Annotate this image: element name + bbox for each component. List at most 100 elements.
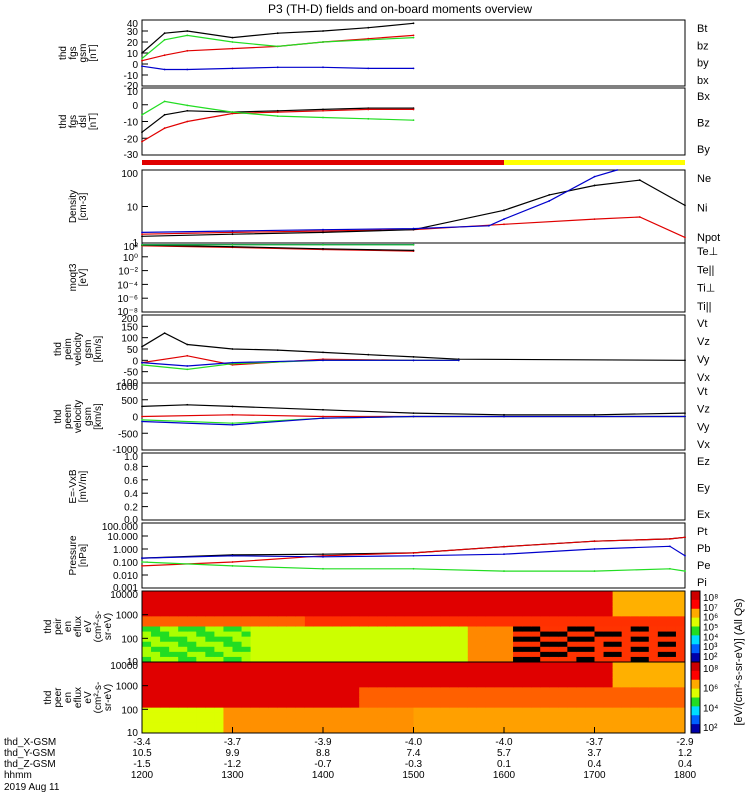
spectrogram-cell: [594, 601, 605, 607]
series-point: [231, 361, 234, 364]
spectrogram-cell: [504, 677, 514, 683]
time-axis-value: 3.7: [588, 748, 602, 759]
spectrogram-cell: [205, 702, 215, 709]
spectrogram-cell: [142, 651, 152, 658]
spectrogram-cell: [332, 672, 342, 678]
spectrogram-cell: [485, 697, 496, 704]
spectrogram-cell: [567, 692, 577, 698]
spectrogram-cell: [494, 667, 505, 673]
spectrogram-cell: [458, 692, 469, 698]
spectrogram-cell: [567, 722, 577, 729]
spectrogram-cell: [558, 677, 568, 683]
spectrogram-cell: [295, 662, 306, 668]
spectrogram-cell: [431, 611, 442, 617]
spectrogram-cell: [196, 727, 206, 734]
spectrogram-cell: [476, 631, 487, 638]
spectrogram-cell: [603, 717, 614, 724]
spectrogram-cell: [232, 677, 243, 683]
y-tick-label: 0.4: [124, 489, 138, 500]
spectrogram-cell: [359, 596, 369, 602]
spectrogram-cell: [540, 616, 550, 622]
y-tick-label: 0: [132, 356, 138, 367]
spectrogram-cell: [513, 707, 523, 714]
spectrogram-cell: [657, 656, 668, 663]
spectrogram-cell: [295, 641, 306, 648]
spectrogram-cell: [259, 646, 270, 653]
spectrogram-cell: [350, 697, 360, 704]
spectrogram-cell: [359, 601, 369, 607]
spectrogram-cell: [513, 717, 523, 724]
spectrogram-cell: [431, 667, 442, 673]
spectrogram-cell: [160, 621, 170, 627]
spectrogram-cell: [151, 626, 161, 633]
spectrogram-cell: [513, 702, 523, 709]
spectrogram-cell: [404, 662, 414, 668]
spectrogram-cell: [666, 717, 677, 724]
spectrogram-cell: [214, 692, 224, 698]
series-point: [367, 117, 370, 120]
spectrogram-cell: [268, 682, 279, 688]
spectrogram-cell: [431, 621, 442, 627]
spectrogram-cell: [567, 707, 577, 714]
spectrogram-cell: [304, 697, 315, 704]
spectrogram-cell: [268, 697, 279, 704]
spectrogram-cell: [612, 601, 623, 607]
spectrogram-cell: [386, 727, 396, 734]
spectrogram-cell: [522, 621, 532, 627]
colorbar-swatch: [691, 697, 700, 707]
spectrogram-cell: [531, 677, 541, 683]
spectrogram-cell: [151, 677, 161, 683]
spectrogram-cell: [522, 707, 532, 714]
spectrogram-cell: [178, 656, 188, 663]
spectrogram-cell: [160, 697, 170, 704]
series-point: [548, 200, 551, 202]
spectrogram-cell: [304, 692, 315, 698]
spectrogram-cell: [350, 722, 360, 729]
y-tick-label: 20: [127, 38, 139, 49]
spectrogram-cell: [295, 631, 306, 638]
spectrogram-cell: [151, 682, 161, 688]
spectrogram-cell: [205, 601, 215, 607]
spectrogram-cell: [585, 692, 595, 698]
spectrogram-cell: [277, 692, 288, 698]
spectrogram-cell: [395, 717, 405, 724]
spectrogram-cell: [205, 646, 215, 653]
spectrogram-cell: [540, 692, 550, 698]
series-point: [367, 107, 370, 109]
spectrogram-cell: [178, 611, 188, 617]
spectrogram-cell: [549, 591, 559, 597]
spectrogram-cell: [612, 656, 623, 663]
spectrogram-cell: [250, 631, 261, 638]
spectrogram-cell: [332, 636, 342, 643]
spectrogram-cell: [160, 606, 170, 612]
spectrogram-cell: [504, 707, 514, 714]
spectrogram-cell: [214, 641, 224, 648]
spectrogram-cell: [386, 707, 396, 714]
spectrogram-cell: [485, 606, 496, 612]
spectrogram-cell: [639, 641, 650, 648]
spectrogram-cell: [178, 636, 188, 643]
spectrogram-cell: [476, 636, 487, 643]
spectrogram-cell: [476, 672, 487, 678]
spectrogram-cell: [250, 606, 261, 612]
spectrogram-cell: [449, 656, 460, 663]
series-point: [186, 104, 189, 107]
series-line-Vy: [141, 359, 459, 371]
spectrogram-cell: [196, 591, 206, 597]
spectrogram-cell: [232, 717, 243, 724]
series-point: [412, 227, 415, 230]
spectrogram-cell: [386, 626, 396, 633]
spectrogram-cell: [241, 712, 252, 719]
series-point: [412, 359, 415, 362]
spectrogram-cell: [648, 692, 659, 698]
spectrogram-cell: [440, 677, 451, 683]
spectrogram-cell: [594, 672, 605, 678]
spectrogram-cell: [350, 606, 360, 612]
spectrogram-cell: [250, 717, 261, 724]
spectrogram-cell: [151, 687, 161, 693]
spectrogram-cell: [205, 662, 215, 668]
spectrogram-cell: [404, 692, 414, 698]
series-point: [141, 363, 143, 366]
spectrogram-cell: [675, 601, 686, 607]
